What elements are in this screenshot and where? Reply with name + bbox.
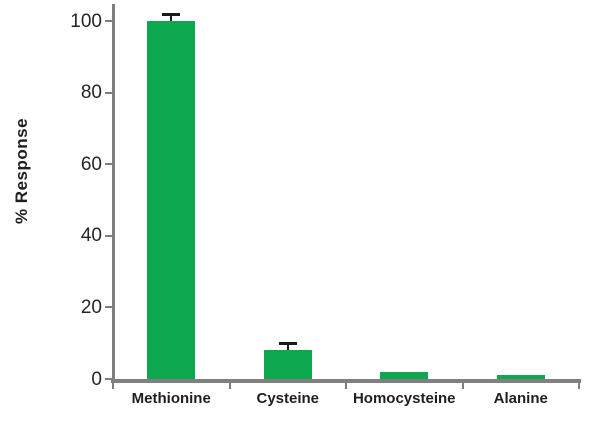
bar-homocysteine [380, 371, 429, 379]
y-tick-mark [105, 91, 114, 94]
y-axis-title: % Response [12, 117, 31, 225]
y-tick-label: 20 [80, 296, 102, 318]
error-bar-stem [170, 13, 173, 21]
bar-cysteine [263, 350, 312, 379]
y-tick-mark [105, 234, 114, 237]
x-tick-mark [228, 383, 231, 389]
error-bar-cap [278, 342, 297, 346]
y-tick-mark [105, 306, 114, 309]
y-tick-mark [105, 20, 114, 22]
y-tick-label: 80 [80, 82, 102, 104]
x-tick-mark [461, 383, 464, 389]
x-axis-line [111, 379, 581, 383]
y-tick-mark [105, 378, 114, 380]
category-label-alanine: Alanine [493, 390, 548, 407]
bar-alanine [496, 375, 545, 379]
y-tick-label: 0 [91, 368, 102, 390]
error-bar-stem [286, 343, 289, 351]
y-tick-label: 40 [80, 225, 102, 247]
error-bar-cap [162, 12, 181, 16]
y-axis-line [112, 4, 115, 381]
category-label-methionine: Methionine [131, 390, 211, 407]
x-tick-mark [578, 383, 580, 389]
x-tick-mark [112, 383, 114, 389]
category-label-cysteine: Cysteine [256, 390, 320, 407]
y-tick-label: 100 [70, 10, 102, 32]
category-label-homocysteine: Homocysteine [352, 390, 456, 407]
x-tick-mark [345, 383, 347, 389]
y-tick-label: 60 [80, 153, 102, 175]
bar-methionine [147, 21, 196, 379]
y-tick-mark [105, 163, 114, 166]
